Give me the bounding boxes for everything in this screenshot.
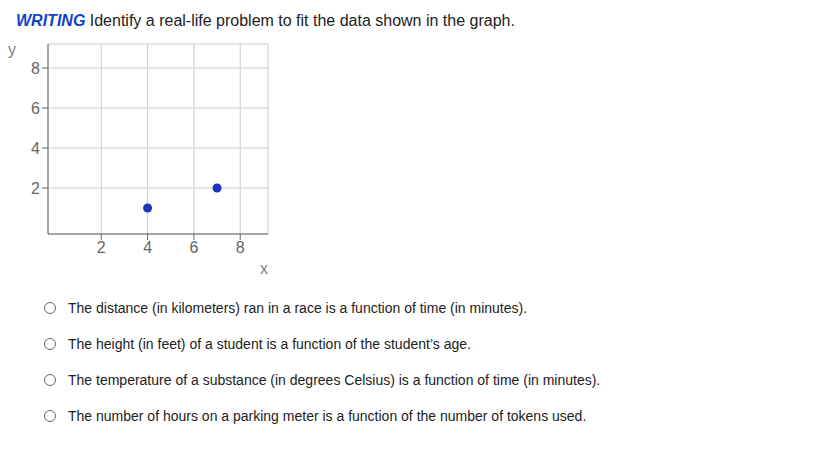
html-text:The distance (in kilometers) r: The distance (in kilometers) ran in a ra… (68, 300, 528, 316)
svg-text:y: y (8, 41, 16, 58)
html-text:The temperature of a substance: The temperature of a substance (in degre… (68, 372, 601, 388)
svg-text:6: 6 (189, 239, 198, 256)
html-text:The number of hours on a parki: The number of hours on a parking meter i… (68, 408, 587, 424)
svg-text:8: 8 (31, 60, 40, 77)
svg-text:8: 8 (236, 239, 245, 256)
html-text:The height (in feet) of a stud: The height (in feet) of a student is a f… (68, 336, 471, 352)
svg-text:4: 4 (31, 140, 40, 157)
html-text:WRITING Identify a real-life p: WRITING Identify a real-life problem to … (16, 12, 515, 29)
svg-text:6: 6 (31, 100, 40, 117)
svg-text:2: 2 (31, 180, 40, 197)
svg-text:4: 4 (143, 239, 152, 256)
svg-text:2: 2 (97, 239, 106, 256)
svg-text:x: x (260, 260, 268, 277)
